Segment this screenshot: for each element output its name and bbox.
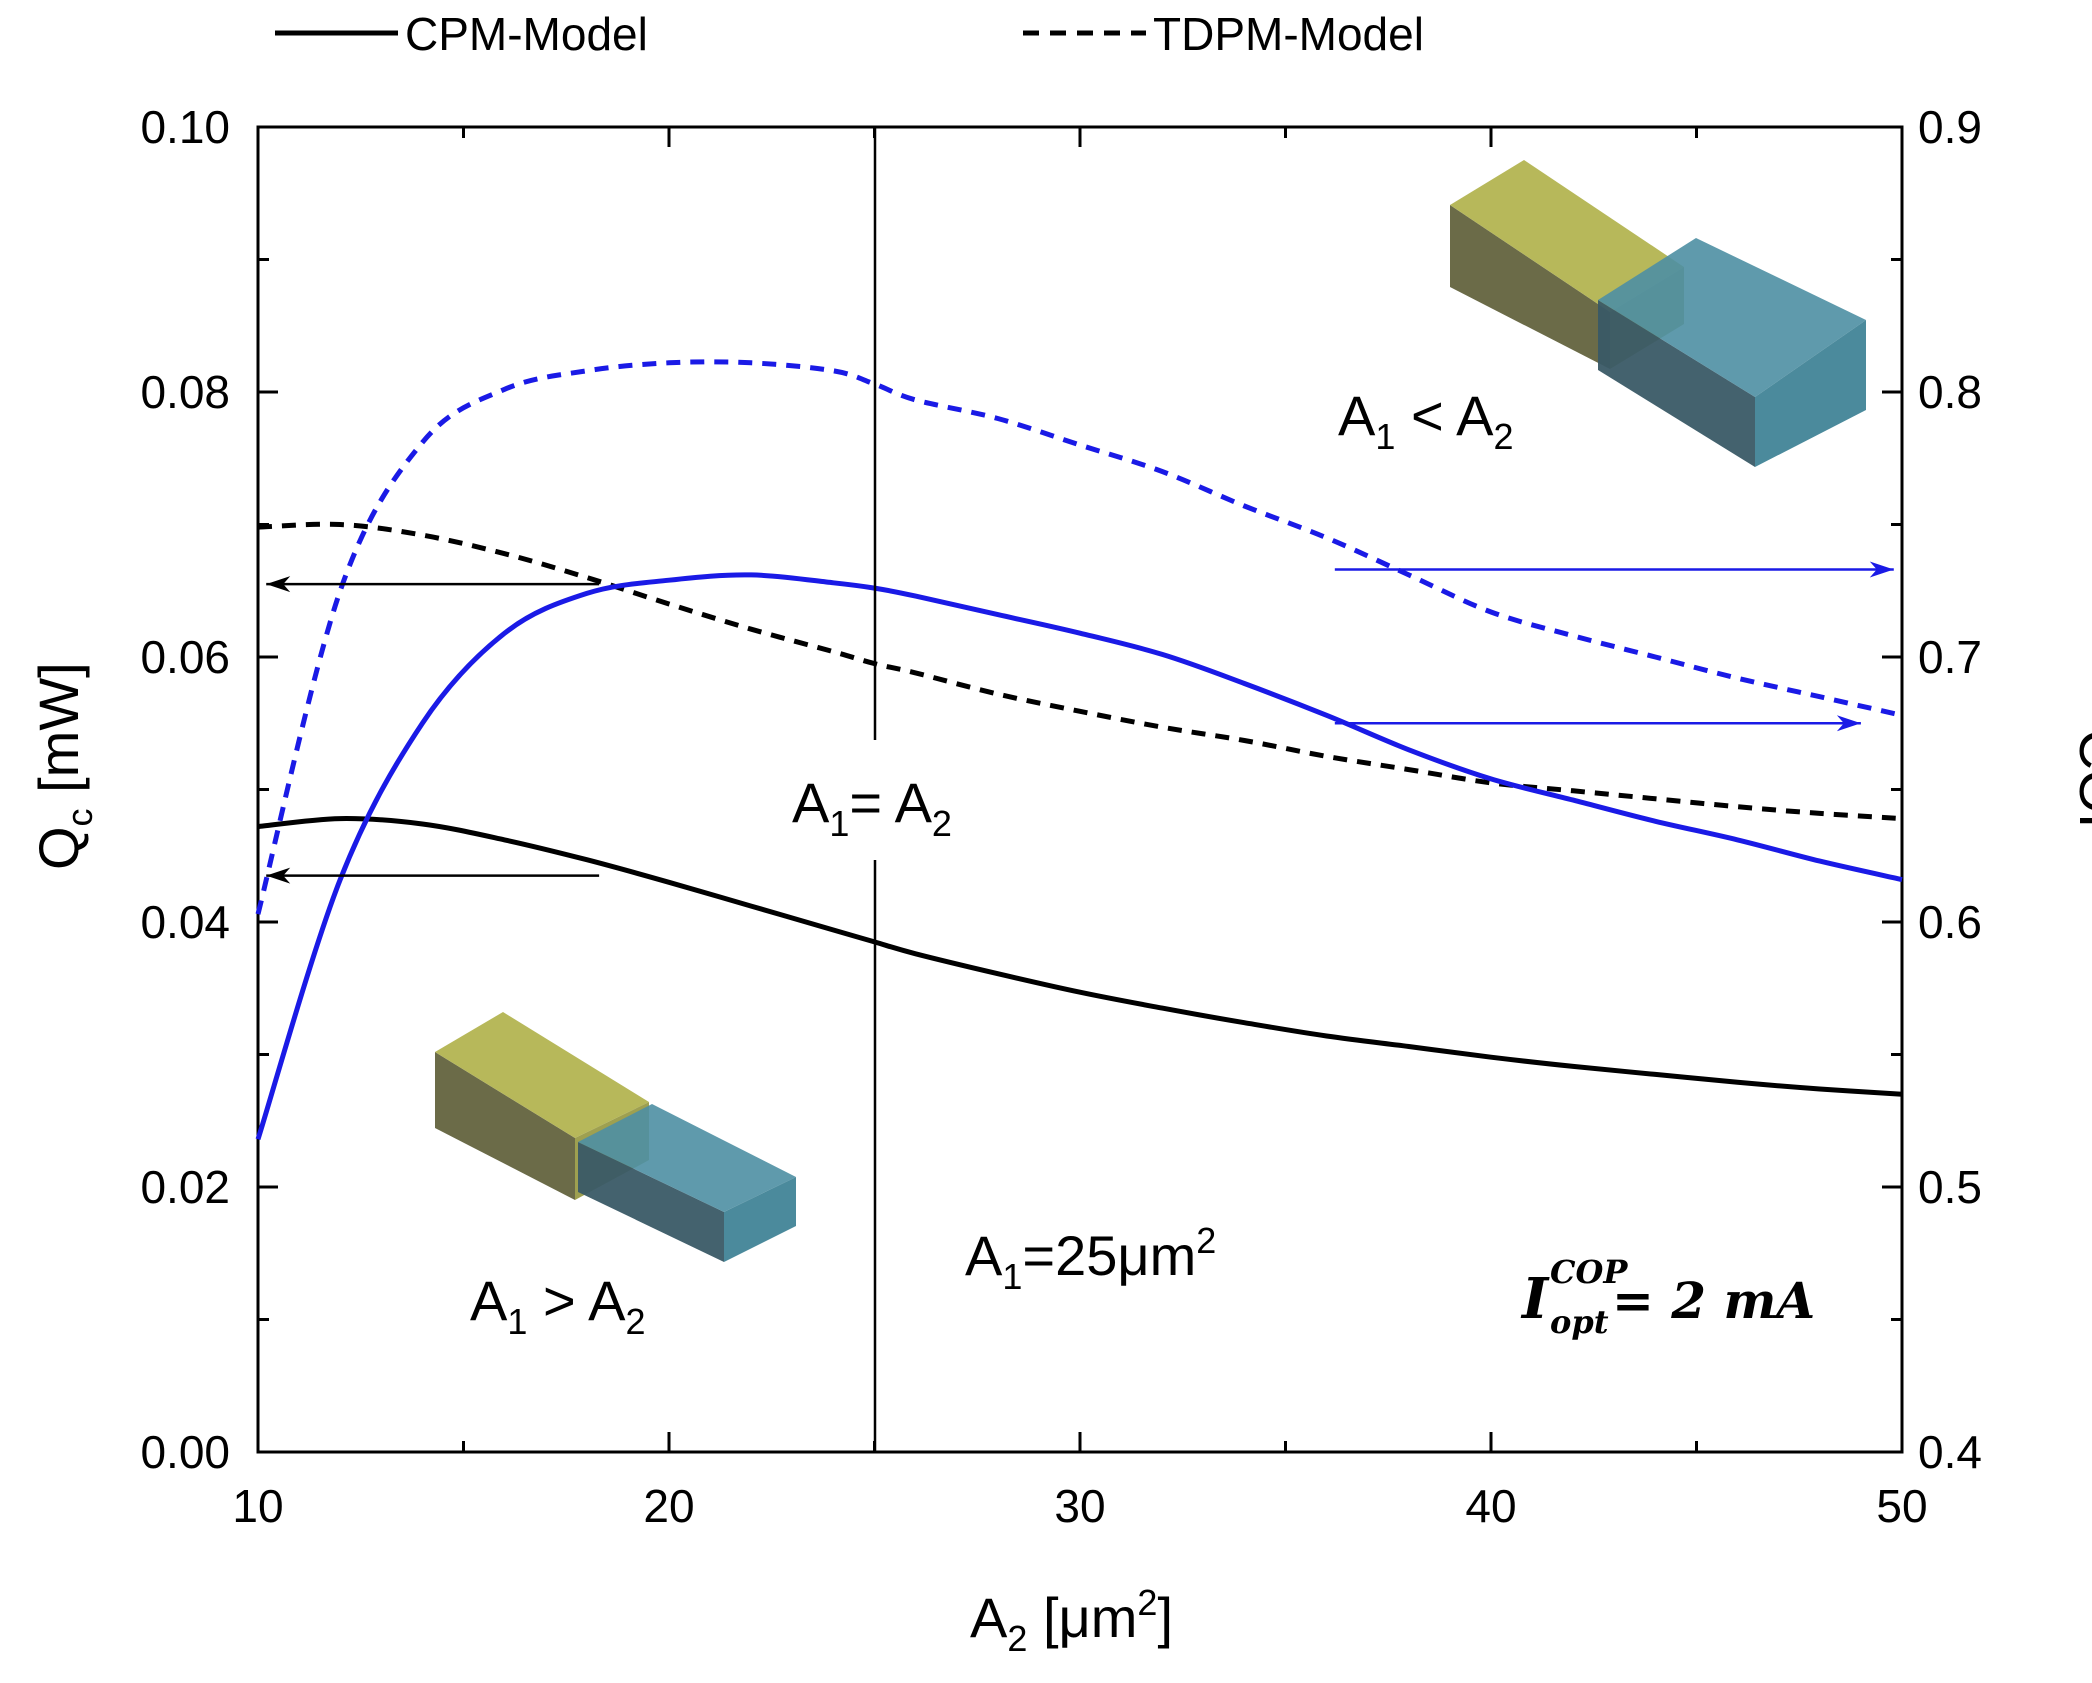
axis-arrow-head [266, 867, 291, 884]
yellow-block-top [1450, 160, 1684, 312]
blue-block-front [1598, 300, 1755, 467]
x-tick-label: 10 [232, 1480, 283, 1532]
legend: CPM-Model TDPM-Model [275, 8, 1424, 60]
y-axis-title-left: Qc [mW] [27, 662, 100, 870]
annotation-a1-greater-a2: A1 > A2 [470, 1269, 646, 1342]
x-tick-label: 40 [1465, 1480, 1516, 1532]
block-diagram-a1-less-a2 [1450, 160, 1866, 467]
legend-label-cpm: CPM-Model [405, 8, 648, 60]
series-line-tdpm-model-cop [255, 359, 1903, 915]
y-right-tick-label: 0.7 [1918, 631, 1982, 683]
axis-arrow [1334, 715, 1861, 732]
yellow-block-front [435, 1052, 575, 1200]
series-line-cpm-model-qc [257, 816, 1903, 1097]
block-diagram-a1-greater-a2 [435, 1012, 796, 1262]
y-left-tick-label: 0.10 [140, 101, 230, 153]
y-left-tick-label: 0.04 [140, 896, 230, 948]
y-right-tick-label: 0.5 [1918, 1161, 1982, 1213]
current-symbol: I [1520, 1266, 1550, 1332]
yellow-block-front [1450, 205, 1610, 369]
axis-arrow-head [1869, 561, 1894, 578]
y-left-tick-label: 0.00 [140, 1426, 230, 1478]
current-subscript: opt [1550, 1303, 1609, 1341]
series-line-cpm-model-cop [255, 572, 1903, 1141]
blue-block-top [1598, 238, 1866, 397]
y-right-tick-label: 0.9 [1918, 101, 1982, 153]
tick-labels: 10 20 30 40 50 0.00 0.02 0.04 0.06 0.08 0.10 0.4 0.5… [140, 101, 1981, 1532]
blue-block-side [724, 1177, 796, 1262]
annotation-a1-equals-a2: A1= A2 [792, 771, 952, 844]
ticks [256, 125, 1904, 1454]
axis-arrow-head [266, 576, 291, 593]
blue-block-front [578, 1142, 724, 1262]
annotation-a1-value: A1=25μm2 [965, 1220, 1216, 1297]
x-tick-label: 30 [1054, 1480, 1105, 1532]
x-tick-label: 50 [1876, 1480, 1927, 1532]
blue-block-side [1755, 320, 1866, 467]
arrows [266, 561, 1894, 884]
blue-block-top [578, 1104, 796, 1212]
y-left-tick-label: 0.06 [140, 631, 230, 683]
y-left-tick-label: 0.08 [140, 366, 230, 418]
y-left-tick-label: 0.02 [140, 1161, 230, 1213]
x-axis-title-sup: 2 [1137, 1582, 1157, 1623]
axis-arrow [1334, 561, 1894, 578]
annotation-optimal-current: I COP opt = 2 mA [1520, 1253, 1815, 1341]
annotation-a1-less-a2: A1 < A2 [1338, 384, 1514, 457]
axis-arrow [266, 576, 600, 593]
yellow-block-top [435, 1012, 649, 1138]
current-superscript: COP [1550, 1253, 1628, 1291]
series [255, 359, 1903, 1141]
axis-arrow [266, 867, 600, 884]
legend-label-tdpm: TDPM-Model [1153, 8, 1424, 60]
x-axis-title: A2 [μm2] [970, 1582, 1173, 1659]
y-right-tick-label: 0.8 [1918, 366, 1982, 418]
y-right-tick-label: 0.6 [1918, 896, 1982, 948]
y-axis-title-right: COP [2068, 729, 2092, 850]
current-value: = 2 mA [1612, 1271, 1815, 1330]
series-line-tdpm-model-qc [257, 521, 1903, 822]
x-axis-title-sub: 2 [1007, 1618, 1027, 1659]
y-right-tick-label: 0.4 [1918, 1426, 1982, 1478]
axis-arrow-head [1836, 715, 1861, 732]
x-tick-label: 20 [643, 1480, 694, 1532]
